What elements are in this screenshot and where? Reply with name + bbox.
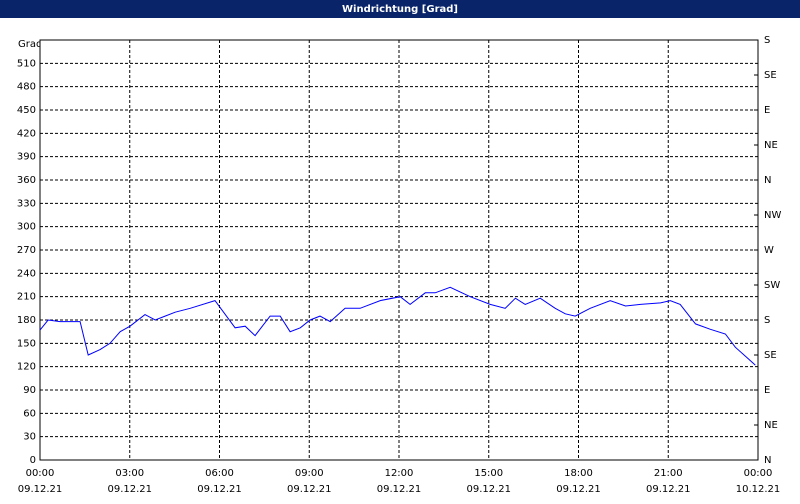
y-tick-label: 210	[17, 292, 36, 303]
y2-tick-label: SE	[764, 70, 777, 81]
y-tick-label: 300	[17, 222, 36, 233]
y-tick-label: 90	[23, 385, 36, 396]
x-tick-date: 09.12.21	[18, 484, 63, 495]
chart-title: Windrichtung [Grad]	[342, 4, 458, 15]
y-tick-label: 270	[17, 245, 36, 256]
y-tick-label: 120	[17, 362, 36, 373]
x-tick-label: 09:00	[295, 468, 324, 479]
y-tick-label: 390	[17, 152, 36, 163]
y-tick-label: 0	[30, 455, 36, 466]
x-tick-label: 18:00	[564, 468, 593, 479]
x-tick-date: 09.12.21	[377, 484, 422, 495]
x-tick-date: 09.12.21	[197, 484, 242, 495]
y-tick-label: 150	[17, 338, 36, 349]
y2-tick-label: W	[764, 245, 774, 256]
x-tick-date: 09.12.21	[466, 484, 511, 495]
x-tick-label: 00:00	[744, 468, 773, 479]
x-tick-date: 09.12.21	[107, 484, 152, 495]
y2-tick-label: S	[764, 315, 770, 326]
y2-tick-label: N	[764, 455, 771, 466]
x-tick-date: 10.12.21	[736, 484, 781, 495]
y2-tick-label: E	[764, 385, 770, 396]
y2-tick-label: NE	[764, 140, 778, 151]
data-line	[39, 286, 756, 366]
y2-tick-label: N	[764, 175, 771, 186]
x-tick-label: 03:00	[115, 468, 144, 479]
y2-tick-label: SW	[764, 280, 780, 291]
x-tick-date: 09.12.21	[646, 484, 691, 495]
y2-tick-label: SE	[764, 350, 777, 361]
title-bar	[0, 0, 800, 18]
x-tick-label: 15:00	[474, 468, 503, 479]
x-tick-label: 06:00	[205, 468, 234, 479]
y-tick-label: 480	[17, 82, 36, 93]
y-tick-label: 240	[17, 268, 36, 279]
x-tick-label: 00:00	[26, 468, 55, 479]
x-tick-label: 12:00	[385, 468, 414, 479]
y-tick-label: 420	[17, 128, 36, 139]
y2-tick-label: S	[764, 35, 770, 46]
y-tick-label: 60	[23, 408, 36, 419]
x-tick-label: 21:00	[654, 468, 683, 479]
y-tick-label: 30	[23, 432, 36, 443]
y-tick-label: 510	[17, 58, 36, 69]
y2-tick-label: NW	[764, 210, 781, 221]
y-tick-label: 450	[17, 105, 36, 116]
y2-tick-label: NE	[764, 420, 778, 431]
y-axis-label: Grad	[18, 39, 42, 50]
x-tick-date: 09.12.21	[556, 484, 601, 495]
y-tick-label: 180	[17, 315, 36, 326]
x-tick-date: 09.12.21	[287, 484, 332, 495]
y-tick-label: 330	[17, 198, 36, 209]
y-tick-label: 360	[17, 175, 36, 186]
y2-tick-label: E	[764, 105, 770, 116]
